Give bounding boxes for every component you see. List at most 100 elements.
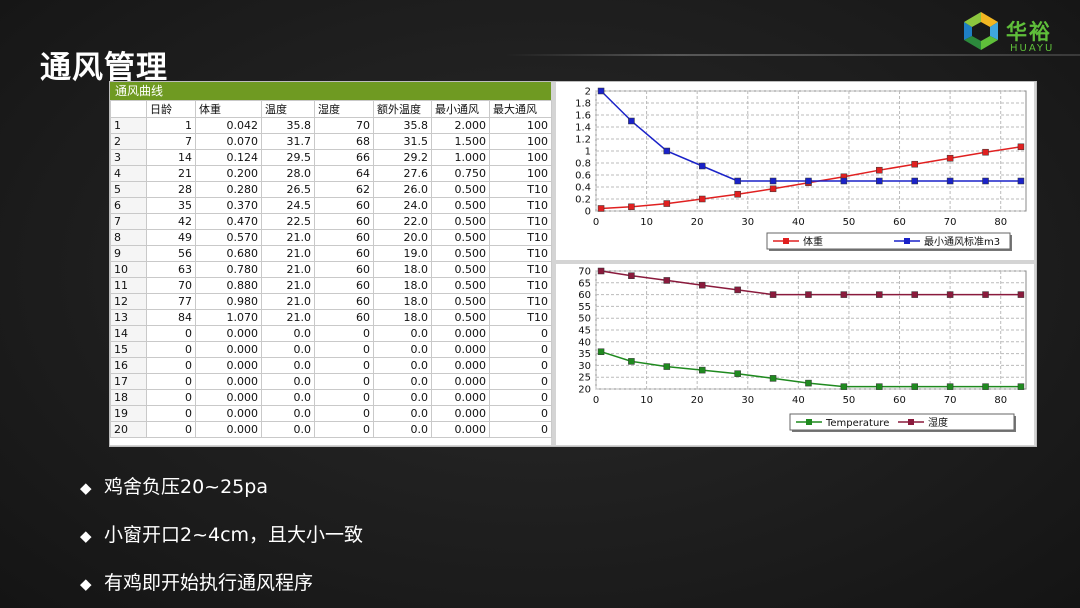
table-cell: 0 [314,373,374,390]
data-point [597,205,605,212]
table-row: 1 1 0.042 35.8 70 35.8 2.000 100 [110,117,552,134]
row-number-cell: 19 [110,405,147,422]
table-cell: T10 [489,229,552,246]
title-divider [505,54,1080,56]
x-tick-label: 10 [640,395,653,406]
table-cell: 35.8 [373,117,432,134]
table-cell: 0.000 [195,389,262,406]
table-cell: 0.000 [431,325,490,342]
table-cell: 0 [489,373,552,390]
x-tick-label: 40 [792,395,805,406]
data-point [769,291,777,298]
weight-ventilation-chart: 0 0.2 0.4 0.6 0.8 1 1.2 1.4 1.6 1.8 2 0 10 20 30 40 50 60… [556,82,1034,260]
table-cell: 0.000 [431,405,490,422]
table-cell: 0.000 [195,405,262,422]
data-point [769,185,777,193]
table-cell: 60 [314,261,374,278]
data-point [769,177,777,185]
table-cell: 0 [489,357,552,374]
data-point [840,177,848,185]
table-cell: 0.000 [195,325,262,342]
x-tick-label: 80 [994,217,1007,228]
legend-label: 最小通风标准m3 [924,236,1000,248]
column-header: 最大通风 [489,100,552,118]
table-cell: 42 [146,213,196,230]
y-tick-label: 55 [578,302,591,313]
data-point [946,154,954,162]
table-cell: 27.6 [373,165,432,182]
data-point [597,348,605,355]
table-cell: 0.000 [431,389,490,406]
table-cell: 0.0 [373,325,432,342]
table-cell: 0.000 [195,373,262,390]
row-number-cell: 1 [110,117,147,134]
y-tick-label: 1.8 [575,99,591,110]
table-row: 17 0 0.000 0.0 0 0.0 0.000 0 [110,373,552,390]
data-point [805,291,812,298]
table-cell: 0.470 [195,213,262,230]
row-number-cell: 2 [110,133,147,150]
y-tick-label: 60 [578,290,591,301]
temperature-humidity-chart: 20 25 30 35 40 45 50 55 60 65 70 0 10 20 30 40 50 60 70 80 T… [556,264,1034,445]
table-cell: 28 [146,181,196,198]
table-cell: 0 [489,389,552,406]
table-cell: 21.0 [261,229,315,246]
table-cell: 0 [146,325,196,342]
column-header [110,100,147,118]
legend [766,232,1011,250]
data-point [911,291,918,298]
table-body: 1 1 0.042 35.8 70 35.8 2.000 100 2 7 0.070 31.7 68 31… [110,117,552,438]
table-cell: 0.500 [431,245,490,262]
table-cell: 21.0 [261,309,315,326]
table-cell: 0 [146,421,196,438]
row-number-cell: 4 [110,165,147,182]
table-row: 7 42 0.470 22.5 60 22.0 0.500 T10 [110,213,552,230]
table-cell: 0.0 [373,389,432,406]
table-cell: 28.0 [261,165,315,182]
table-cell: 1.070 [195,309,262,326]
x-tick-label: 60 [893,217,906,228]
table-cell: 70 [314,117,374,134]
table-row: 11 70 0.880 21.0 60 18.0 0.500 T10 [110,277,552,294]
x-tick-label: 70 [944,217,957,228]
data-point [734,370,741,377]
data-point [946,291,954,298]
table-cell: 0.680 [195,245,262,262]
x-tick-label: 20 [691,395,704,406]
x-tick-label: 20 [691,217,704,228]
table-cell: 0 [146,357,196,374]
table-cell: 60 [314,213,374,230]
y-tick-label: 1.2 [575,135,591,146]
table-cell: 0 [489,325,552,342]
table-cell: 24.0 [373,197,432,214]
x-tick-label: 30 [741,395,754,406]
table-cell: 0.042 [195,117,262,134]
table-cell: 0.0 [373,357,432,374]
y-tick-label: 20 [578,385,591,396]
data-point [911,383,918,390]
data-point [946,383,954,390]
company-logo: 华裕 HUAYU [960,10,1076,54]
table-cell: 0.070 [195,133,262,150]
data-point [982,291,989,298]
table-row: 6 35 0.370 24.5 60 24.0 0.500 T10 [110,197,552,214]
data-point [663,147,671,155]
slide-title: 通风管理 [40,50,168,86]
table-cell: 0 [314,325,374,342]
data-point [876,166,883,174]
table-cell: 26.0 [373,181,432,198]
table-row: 5 28 0.280 26.5 62 26.0 0.500 T10 [110,181,552,198]
data-point [698,366,706,374]
bullet-text: 小窗开口2~4cm，且大小一致 [104,524,364,546]
x-tick-label: 50 [843,395,856,406]
table-cell: 2.000 [431,117,490,134]
data-point [698,195,706,203]
table-cell: 0 [314,421,374,438]
y-tick-label: 1 [585,147,591,158]
x-tick-label: 0 [593,395,599,406]
table-cell: 0.280 [195,181,262,198]
legend-label: 湿度 [928,416,948,429]
logo-mark-icon [964,12,998,50]
table-cell: 35 [146,197,196,214]
table-cell: 0.124 [195,149,262,166]
